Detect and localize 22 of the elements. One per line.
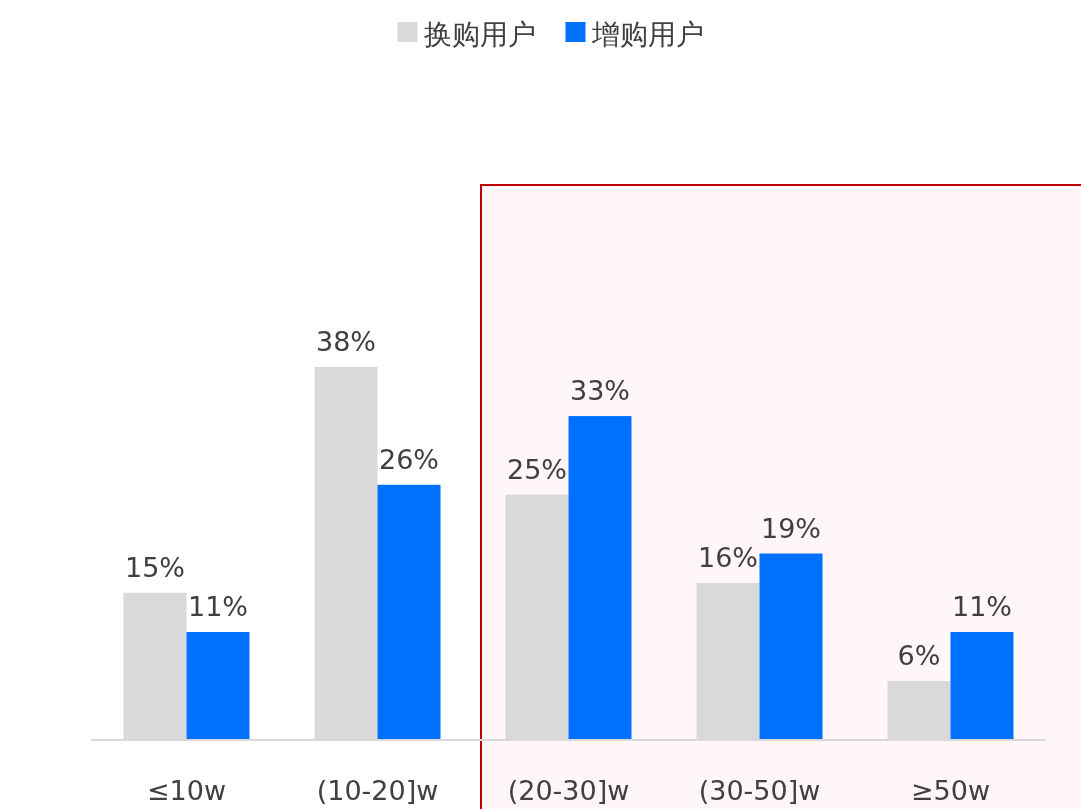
x-tick-label: (10-20]w [316, 775, 439, 806]
bar [759, 553, 823, 740]
x-tick-label: (20-30]w [507, 775, 630, 806]
bar [950, 632, 1014, 740]
data-label: 6% [897, 640, 941, 672]
bar [568, 416, 632, 740]
legend-label: 增购用户 [590, 18, 704, 51]
x-tick-label: ≥50w [910, 775, 991, 806]
x-tick-label: ≤10w [146, 775, 227, 806]
data-label: 25% [506, 453, 568, 485]
data-label: 15% [124, 551, 186, 583]
data-label: 11% [951, 591, 1013, 623]
bar [186, 632, 250, 740]
bar [377, 484, 441, 740]
data-label: 11% [187, 591, 249, 623]
data-label: 19% [760, 512, 822, 544]
data-label: 16% [697, 541, 759, 573]
data-label: 38% [315, 326, 377, 357]
data-label: 26% [378, 443, 440, 475]
data-label: 33% [569, 375, 631, 407]
legend-label: 换购用户 [423, 18, 536, 51]
x-tick-label: (30-50]w [698, 775, 821, 806]
